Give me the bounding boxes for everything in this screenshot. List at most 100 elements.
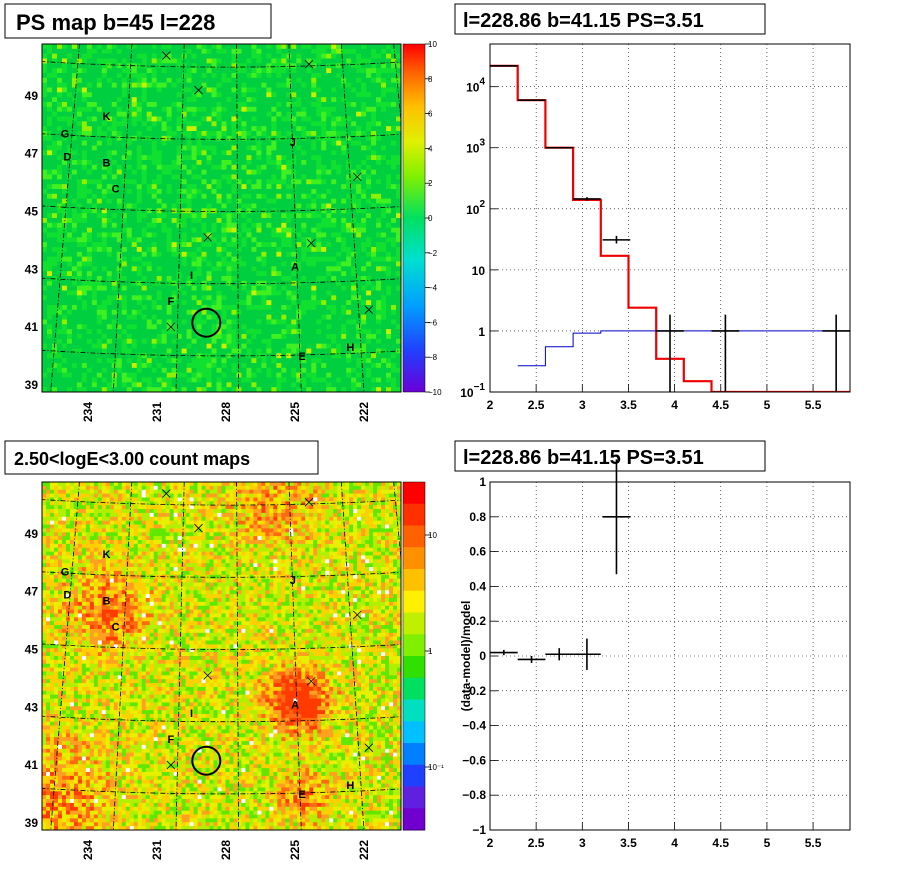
heatmap-cell [331, 348, 337, 354]
heatmap-cell [191, 116, 197, 122]
heatmap-cell [311, 261, 317, 267]
heatmap-cell [371, 48, 377, 54]
heatmap-cell [341, 44, 347, 50]
heatmap-cell [371, 164, 377, 170]
heatmap-cell [301, 271, 307, 277]
heatmap-cell [51, 77, 58, 83]
heatmap-cell [366, 53, 372, 59]
heatmap-cell [176, 92, 182, 98]
heatmap-cell [281, 382, 287, 388]
heatmap-cell [186, 198, 192, 204]
heatmap-cell [161, 382, 167, 388]
heatmap-cell [191, 189, 197, 195]
heatmap-cell [341, 198, 347, 204]
heatmap-cell [296, 382, 302, 388]
heatmap-cell [171, 276, 177, 282]
heatmap-cell [66, 68, 73, 74]
heatmap-cell [211, 198, 217, 204]
heatmap-cell [286, 353, 292, 359]
heatmap-cell [386, 44, 392, 50]
heatmap-cell [276, 145, 282, 151]
heatmap-cell [381, 276, 387, 282]
heatmap-cell [331, 290, 337, 296]
heatmap-cell [376, 145, 382, 151]
heatmap-cell [196, 372, 202, 378]
heatmap-cell [261, 203, 267, 209]
heatmap-cell [81, 97, 88, 103]
heatmap-cell [91, 135, 98, 141]
heatmap-cell [381, 377, 387, 383]
heatmap-cell [166, 338, 172, 344]
heatmap-cell [191, 358, 197, 364]
heatmap-cell [351, 319, 357, 325]
heatmap-cell [121, 305, 128, 311]
heatmap-cell [86, 271, 93, 277]
heatmap-cell [61, 280, 68, 286]
heatmap-cell [226, 184, 232, 190]
heatmap-cell [161, 77, 167, 83]
heatmap-cell [276, 314, 282, 320]
heatmap-cell [306, 121, 312, 127]
heatmap-cell [161, 145, 167, 151]
heatmap-cell [271, 160, 277, 166]
heatmap-cell [296, 353, 302, 359]
heatmap-cell [116, 218, 123, 224]
heatmap-cell [211, 150, 217, 156]
heatmap-cell [366, 348, 372, 354]
heatmap-cell [336, 97, 342, 103]
heatmap-cell [311, 82, 317, 88]
heatmap-cell [366, 145, 372, 151]
heatmap-cell [171, 58, 177, 64]
heatmap-cell [111, 155, 118, 161]
heatmap-cell [256, 106, 262, 112]
heatmap-cell [71, 300, 78, 306]
heatmap-cell [236, 324, 242, 330]
heatmap-cell [281, 150, 287, 156]
heatmap-cell [311, 247, 317, 253]
heatmap-cell [246, 63, 252, 69]
heatmap-cell [161, 348, 167, 354]
heatmap-cell [76, 116, 83, 122]
heatmap-cell [81, 367, 88, 373]
heatmap-cell [296, 116, 302, 122]
heatmap-cell [76, 218, 83, 224]
heatmap-cell [76, 300, 83, 306]
heatmap-cell [186, 367, 192, 373]
heatmap-cell [321, 126, 327, 132]
heatmap-cell [236, 213, 242, 219]
heatmap-cell [296, 208, 302, 214]
heatmap-cell [106, 353, 113, 359]
heatmap-cell [161, 276, 167, 282]
heatmap-cell [76, 111, 83, 117]
heatmap-cell [226, 169, 232, 175]
heatmap-cell [336, 387, 342, 392]
heatmap-cell [356, 256, 362, 262]
heatmap-cell [316, 367, 322, 373]
heatmap-cell [176, 363, 182, 369]
heatmap-cell [46, 184, 53, 190]
heatmap-cell [46, 121, 53, 127]
heatmap-cell [146, 256, 152, 262]
heatmap-cell [286, 77, 292, 83]
heatmap-cell [56, 319, 63, 325]
heatmap-cell [121, 58, 128, 64]
heatmap-cell [71, 164, 78, 170]
heatmap-cell [266, 73, 272, 79]
heatmap-cell [241, 193, 247, 199]
heatmap-cell [311, 271, 317, 277]
heatmap-cell [366, 232, 372, 238]
heatmap-cell [246, 97, 252, 103]
heatmap-cell [386, 121, 392, 127]
heatmap-cell [256, 247, 262, 253]
heatmap-cell [321, 135, 327, 141]
heatmap-cell [331, 160, 337, 166]
heatmap-cell [366, 256, 372, 262]
heatmap-cell [171, 48, 177, 54]
heatmap-cell [166, 329, 172, 335]
heatmap-cell [226, 367, 232, 373]
heatmap-cell [376, 242, 382, 248]
heatmap-cell [306, 319, 312, 325]
heatmap-cell [256, 92, 262, 98]
heatmap-cell [321, 169, 327, 175]
heatmap-cell [211, 213, 217, 219]
